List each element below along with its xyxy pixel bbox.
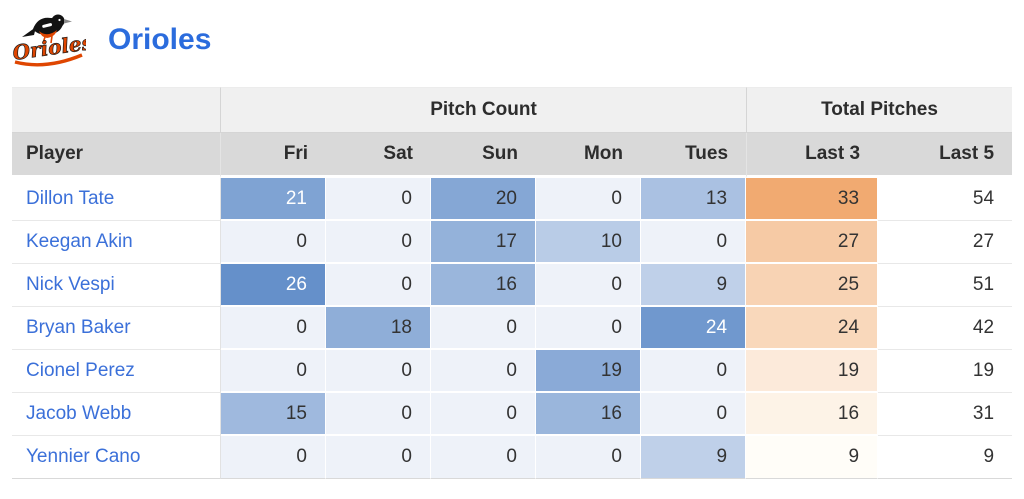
orioles-logo: Orioles [12,14,86,67]
pitch-count-cell: 13 [641,178,747,221]
pitch-count-cell: 0 [221,307,326,350]
last5-cell: 19 [878,350,1013,393]
player-cell: Nick Vespi [12,264,221,307]
pitch-count-cell: 0 [641,393,747,436]
column-header-fri: Fri [221,133,326,178]
last3-cell: 16 [746,393,879,436]
column-header-row: Player Fri Sat Sun Mon Tues Last 3 Last … [12,133,1013,178]
pitch-count-cell: 15 [221,393,326,436]
player-link[interactable]: Yennier Cano [26,446,141,467]
last3-cell: 9 [746,436,879,479]
group-header-total-pitches: Total Pitches [746,87,1013,133]
table-row: Bryan Baker 0 18 0 0 24 24 42 [12,307,1013,350]
pitch-count-cell: 0 [326,178,431,221]
pitch-count-cell: 0 [536,307,641,350]
group-header-pitch-count: Pitch Count [221,87,747,133]
pitch-count-cell: 18 [326,307,431,350]
last3-cell: 19 [746,350,879,393]
pitch-count-cell: 0 [641,221,747,264]
pitch-count-cell: 9 [641,436,747,479]
table-row: Jacob Webb 15 0 0 16 0 16 31 [12,393,1013,436]
player-cell: Yennier Cano [12,436,221,479]
column-header-sat: Sat [326,133,431,178]
pitch-count-cell: 9 [641,264,747,307]
pitch-count-cell: 16 [431,264,536,307]
pitch-count-cell: 0 [221,221,326,264]
last5-cell: 51 [878,264,1013,307]
page-header: Orioles Orioles [0,0,1024,72]
pitch-count-cell: 0 [431,393,536,436]
pitch-count-cell: 0 [536,264,641,307]
table-row: Keegan Akin 0 0 17 10 0 27 27 [12,221,1013,264]
pitch-count-cell: 21 [221,178,326,221]
last3-cell: 24 [746,307,879,350]
pitch-count-cell: 19 [536,350,641,393]
table-row: Yennier Cano 0 0 0 0 9 9 9 [12,436,1013,479]
pitch-count-cell: 0 [326,221,431,264]
player-link[interactable]: Jacob Webb [26,403,132,424]
group-header-row: Pitch Count Total Pitches [12,87,1013,133]
column-header-last3: Last 3 [746,133,879,178]
pitch-count-cell: 0 [326,350,431,393]
pitch-count-cell: 0 [221,350,326,393]
last5-cell: 54 [878,178,1013,221]
pitch-count-cell: 0 [536,436,641,479]
pitch-count-cell: 0 [326,436,431,479]
player-link[interactable]: Keegan Akin [26,231,133,252]
player-cell: Bryan Baker [12,307,221,350]
last5-cell: 27 [878,221,1013,264]
pitch-count-cell: 16 [536,393,641,436]
player-link[interactable]: Bryan Baker [26,317,131,338]
pitch-count-cell: 0 [536,178,641,221]
column-header-mon: Mon [536,133,641,178]
group-header-spacer [12,87,221,133]
pitch-count-cell: 17 [431,221,536,264]
pitch-count-table: Pitch Count Total Pitches Player Fri Sat… [12,87,1013,479]
pitch-count-cell: 20 [431,178,536,221]
table-row: Dillon Tate 21 0 20 0 13 33 54 [12,178,1013,221]
table-row: Nick Vespi 26 0 16 0 9 25 51 [12,264,1013,307]
pitch-count-cell: 10 [536,221,641,264]
column-header-player: Player [12,133,221,178]
player-cell: Dillon Tate [12,178,221,221]
last3-cell: 25 [746,264,879,307]
player-link[interactable]: Nick Vespi [26,274,115,295]
pitch-count-cell: 0 [431,436,536,479]
player-cell: Jacob Webb [12,393,221,436]
player-cell: Cionel Perez [12,350,221,393]
pitch-count-cell: 0 [221,436,326,479]
column-header-sun: Sun [431,133,536,178]
team-name-link[interactable]: Orioles [108,23,212,56]
table-row: Cionel Perez 0 0 0 19 0 19 19 [12,350,1013,393]
pitch-count-cell: 26 [221,264,326,307]
column-header-tues: Tues [641,133,747,178]
table-body: Dillon Tate 21 0 20 0 13 33 54 Keegan Akin 0 0 17 10… [12,178,1013,479]
player-cell: Keegan Akin [12,221,221,264]
pitch-count-cell: 24 [641,307,747,350]
column-header-last5: Last 5 [878,133,1013,178]
last5-cell: 42 [878,307,1013,350]
pitch-count-cell: 0 [326,393,431,436]
pitch-count-cell: 0 [431,350,536,393]
pitch-count-cell: 0 [641,350,747,393]
oriole-bird-icon [22,14,72,44]
last5-cell: 9 [878,436,1013,479]
last5-cell: 31 [878,393,1013,436]
pitch-count-cell: 0 [431,307,536,350]
last3-cell: 33 [746,178,879,221]
svg-text:Orioles: Orioles [12,30,86,65]
pitch-count-cell: 0 [326,264,431,307]
last3-cell: 27 [746,221,879,264]
player-link[interactable]: Dillon Tate [26,188,115,209]
player-link[interactable]: Cionel Perez [26,360,135,381]
